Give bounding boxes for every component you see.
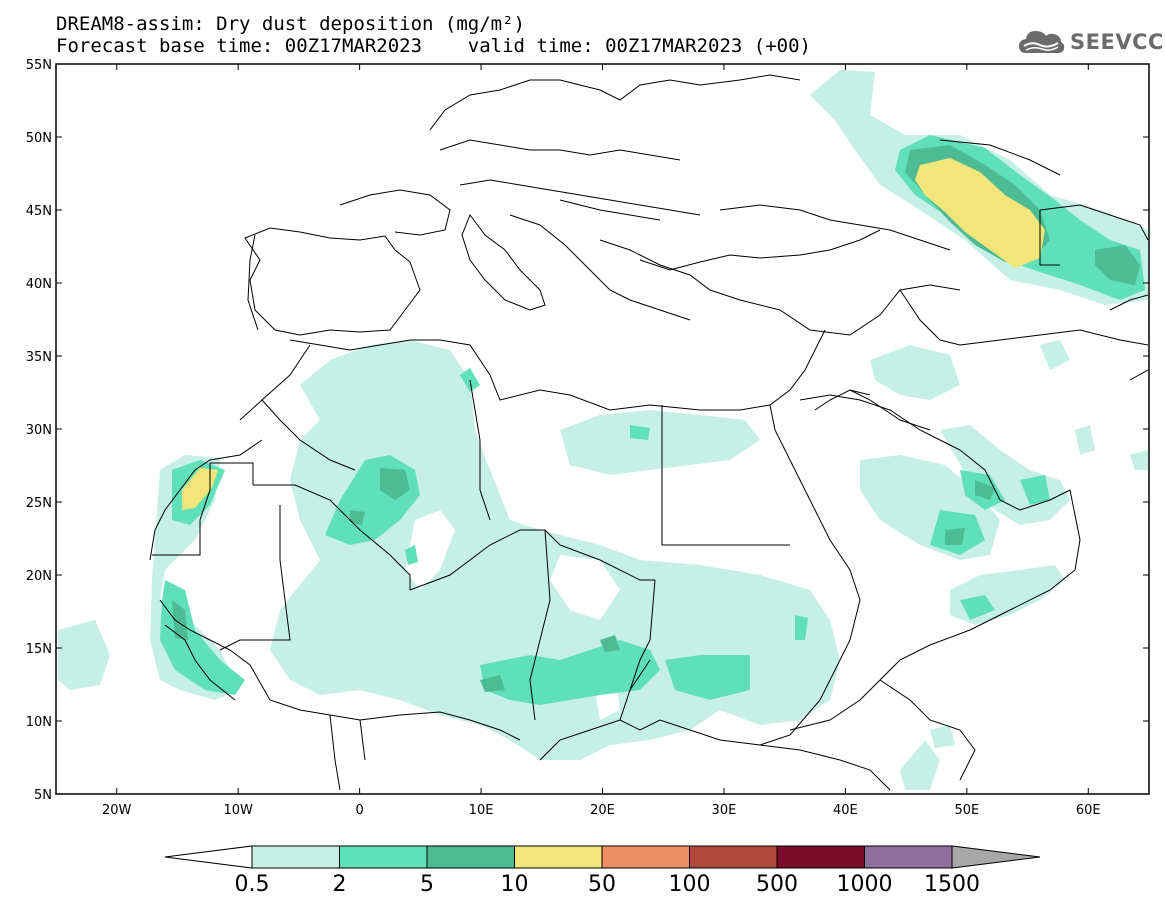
lat-tick-label: 40N <box>26 277 52 292</box>
logo-text: SEEVCCC <box>1070 30 1165 54</box>
colorbar-swatch <box>689 845 778 869</box>
lat-tick-label: 55N <box>26 58 52 73</box>
borders <box>149 74 1149 791</box>
lat-tick-label: 5N <box>34 788 52 803</box>
colorbar-swatch <box>514 845 603 869</box>
dust-level-4 <box>182 158 1045 510</box>
latitude-axis: 55N 50N 45N 40N 35N 30N 25N 20N 15N 10N 5N <box>26 58 1149 803</box>
lat-tick-label: 10N <box>26 715 52 730</box>
forecast-time-line: Forecast base time: 00Z17MAR2023 valid t… <box>56 35 811 57</box>
cloud-icon <box>1019 31 1065 53</box>
lon-tick-label: 0 <box>355 803 363 818</box>
legend-colorbar: 0.5 2 5 10 50 100 500 1000 1500 <box>164 845 1041 897</box>
lon-tick-label: 20W <box>102 803 132 818</box>
colorbar-level-label: 1000 <box>837 872 893 897</box>
lon-tick-label: 40E <box>833 803 858 818</box>
lat-tick-label: 35N <box>26 350 52 365</box>
lat-tick-label: 25N <box>26 496 52 511</box>
colorbar-level-label: 1500 <box>924 872 980 897</box>
colorbar-swatch <box>601 845 690 869</box>
lat-tick-label: 45N <box>26 204 52 219</box>
map-title: DREAM8-assim: Dry dust deposition (mg/m²… <box>56 13 525 35</box>
colorbar-swatch <box>339 845 428 869</box>
colorbar-swatch <box>426 845 515 869</box>
lat-tick-label: 50N <box>26 131 52 146</box>
lon-tick-label: 60E <box>1076 803 1101 818</box>
colorbar-level-label: 100 <box>669 872 711 897</box>
lat-tick-label: 30N <box>26 423 52 438</box>
colorbar-swatch <box>251 845 340 869</box>
colorbar-under-arrow <box>164 845 253 869</box>
longitude-axis: 20W 10W 0 10E 20E 30E 40E 50E 60E <box>102 64 1101 818</box>
colorbar-level-label: 50 <box>588 872 616 897</box>
colorbar-level-label: 5 <box>420 872 434 897</box>
lat-tick-label: 20N <box>26 569 52 584</box>
colorbar-level-label: 0.5 <box>235 872 270 897</box>
lon-tick-label: 30E <box>712 803 737 818</box>
colorbar-swatch <box>776 845 865 869</box>
colorbar-level-label: 2 <box>333 872 347 897</box>
colorbar-swatch <box>864 845 953 869</box>
colorbar-over-arrow <box>951 845 1041 869</box>
lon-tick-label: 20E <box>590 803 615 818</box>
lon-tick-label: 10E <box>469 803 494 818</box>
colorbar-level-label: 10 <box>501 872 529 897</box>
colorbar-level-label: 500 <box>756 872 798 897</box>
lon-tick-label: 10W <box>223 803 253 818</box>
lon-tick-label: 50E <box>954 803 979 818</box>
dust-field <box>58 70 1148 790</box>
seevccc-logo: SEEVCCC <box>1018 26 1165 58</box>
lat-tick-label: 15N <box>26 642 52 657</box>
dust-gaps <box>405 495 720 720</box>
